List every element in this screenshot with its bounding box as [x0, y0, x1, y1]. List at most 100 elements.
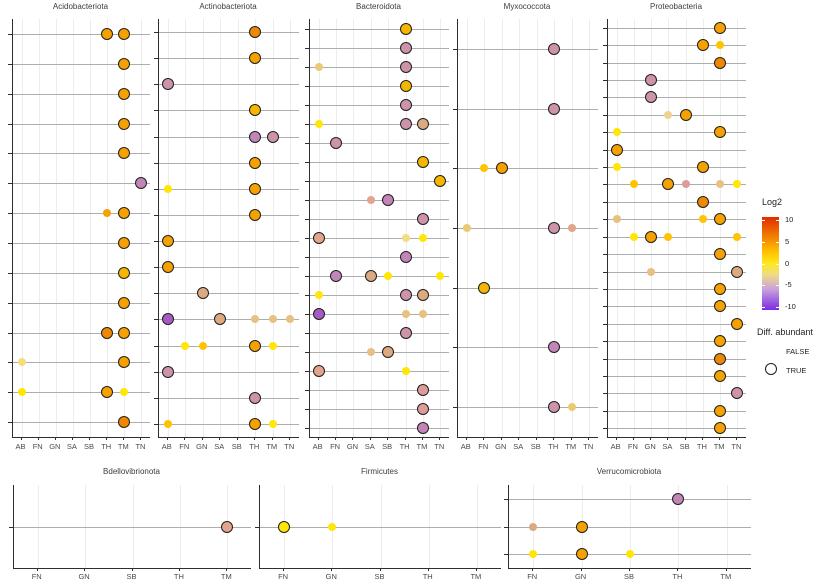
- y-axis-tick: [603, 393, 607, 395]
- data-point: [118, 117, 131, 130]
- x-tick-label: SB: [382, 442, 393, 451]
- grid-vline: [124, 19, 126, 437]
- grid-hline: [159, 32, 299, 34]
- y-axis-tick: [603, 27, 607, 29]
- data-point: [645, 230, 658, 243]
- x-axis-tick: [667, 437, 669, 440]
- grid-hline: [310, 275, 449, 277]
- data-point: [714, 404, 727, 417]
- y-axis-tick: [305, 351, 309, 353]
- data-point: [645, 73, 658, 86]
- grid-vline: [388, 19, 390, 437]
- y-axis-tick: [154, 188, 158, 190]
- grid-vline: [55, 19, 57, 437]
- data-point: [249, 130, 262, 143]
- data-point: [664, 110, 673, 119]
- y-axis-tick: [154, 423, 158, 425]
- y-axis-tick: [504, 554, 508, 556]
- x-tick-label: AB: [610, 442, 621, 451]
- grid-hline: [608, 393, 746, 395]
- y-axis-tick: [603, 288, 607, 290]
- data-point: [161, 261, 174, 274]
- y-axis-tick: [154, 293, 158, 295]
- x-tick-label: TM: [117, 442, 129, 451]
- y-axis-tick: [154, 84, 158, 86]
- x-axis-tick: [421, 437, 423, 440]
- y-axis-tick: [154, 136, 158, 138]
- y-axis-tick: [8, 362, 12, 364]
- y-axis-tick: [8, 242, 12, 244]
- x-tick-label: GN: [346, 442, 359, 451]
- y-axis-tick: [305, 370, 309, 372]
- x-tick-label: SB: [126, 572, 137, 581]
- y-axis-tick: [603, 62, 607, 64]
- x-tick-label: TH: [249, 442, 260, 451]
- data-point: [266, 130, 279, 143]
- colorbar-tick-mark: [762, 220, 765, 221]
- grid-hline: [159, 371, 299, 373]
- grid-hline: [13, 33, 150, 35]
- facet-title: Bdellovibrionota: [103, 467, 160, 476]
- x-tick-label: FN: [278, 572, 289, 581]
- colorbar-title: Log2: [762, 197, 783, 207]
- grid-hline: [458, 407, 598, 409]
- grid-hline: [310, 47, 449, 49]
- grid-hline: [608, 341, 746, 343]
- grid-hline: [608, 97, 746, 99]
- data-point: [418, 233, 427, 242]
- data-point: [548, 401, 561, 414]
- data-point: [714, 248, 727, 261]
- y-axis-tick: [8, 183, 12, 185]
- data-point: [161, 235, 174, 248]
- x-axis-tick: [178, 568, 180, 571]
- data-point: [714, 126, 727, 139]
- facet-title: Acidobacteriota: [52, 2, 109, 11]
- facet-panel: [13, 485, 251, 569]
- data-point: [575, 548, 588, 561]
- grid-hline: [608, 27, 746, 29]
- y-axis-tick: [154, 58, 158, 60]
- data-point: [196, 287, 209, 300]
- data-point: [399, 60, 412, 73]
- grid-hline: [310, 66, 449, 68]
- x-tick-label: TM: [266, 442, 278, 451]
- data-point: [698, 215, 707, 224]
- data-point: [462, 224, 471, 232]
- grid-hline: [608, 201, 746, 203]
- data-point: [714, 21, 727, 34]
- grid-hline: [13, 213, 150, 215]
- y-axis-tick: [154, 397, 158, 399]
- y-axis-tick: [305, 313, 309, 315]
- x-tick-label: GN: [574, 572, 587, 581]
- grid-vline: [616, 19, 618, 437]
- grid-hline: [608, 428, 746, 430]
- grid-hline: [159, 58, 299, 60]
- data-point: [314, 119, 323, 128]
- data-point: [17, 388, 26, 397]
- data-point: [103, 209, 112, 218]
- grid-hline: [310, 351, 449, 353]
- data-point: [268, 419, 277, 428]
- x-tick-label: FN: [32, 442, 43, 451]
- grid-hline: [608, 288, 746, 290]
- x-axis-tick: [701, 437, 703, 440]
- grid-hline: [608, 114, 746, 116]
- data-point: [249, 391, 262, 404]
- data-point: [716, 41, 725, 50]
- x-axis-tick: [89, 437, 91, 440]
- grid-hline: [13, 392, 150, 394]
- data-point: [312, 231, 325, 244]
- grid-hline: [608, 219, 746, 221]
- data-point: [733, 180, 742, 189]
- facet-panel: [158, 19, 299, 438]
- data-point: [249, 182, 262, 195]
- data-point: [364, 269, 377, 282]
- grid-hline: [159, 214, 299, 216]
- data-point: [681, 180, 690, 189]
- y-axis-tick: [453, 347, 457, 349]
- data-point: [118, 266, 131, 279]
- x-tick-label: TN: [583, 442, 594, 451]
- data-point: [118, 356, 131, 369]
- data-point: [286, 315, 295, 324]
- y-axis-tick: [603, 236, 607, 238]
